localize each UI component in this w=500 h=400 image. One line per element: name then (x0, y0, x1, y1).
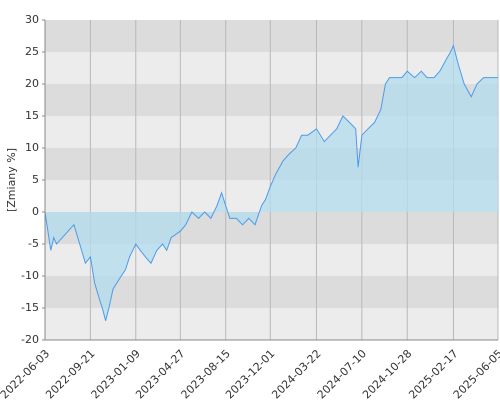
y-tick-label: 5 (32, 173, 39, 186)
background-band (45, 276, 498, 308)
y-tick-label: 20 (25, 77, 39, 90)
y-tick-label: -20 (21, 333, 39, 346)
line (44, 44, 498, 321)
y-axis-label: [Zmiany %] (5, 148, 18, 212)
y-tick-label: 0 (32, 205, 39, 218)
area (45, 45, 498, 321)
y-tick-label: 15 (25, 109, 39, 122)
background-band (45, 20, 498, 52)
y-tick-label: 10 (25, 141, 39, 154)
y-tick-label: 30 (25, 13, 39, 26)
y-tick-label: -10 (21, 269, 39, 282)
y-tick-label: -15 (21, 301, 39, 314)
background-band (45, 308, 498, 340)
y-tick-label: 25 (25, 45, 39, 58)
y-tick-label: -5 (28, 237, 39, 250)
